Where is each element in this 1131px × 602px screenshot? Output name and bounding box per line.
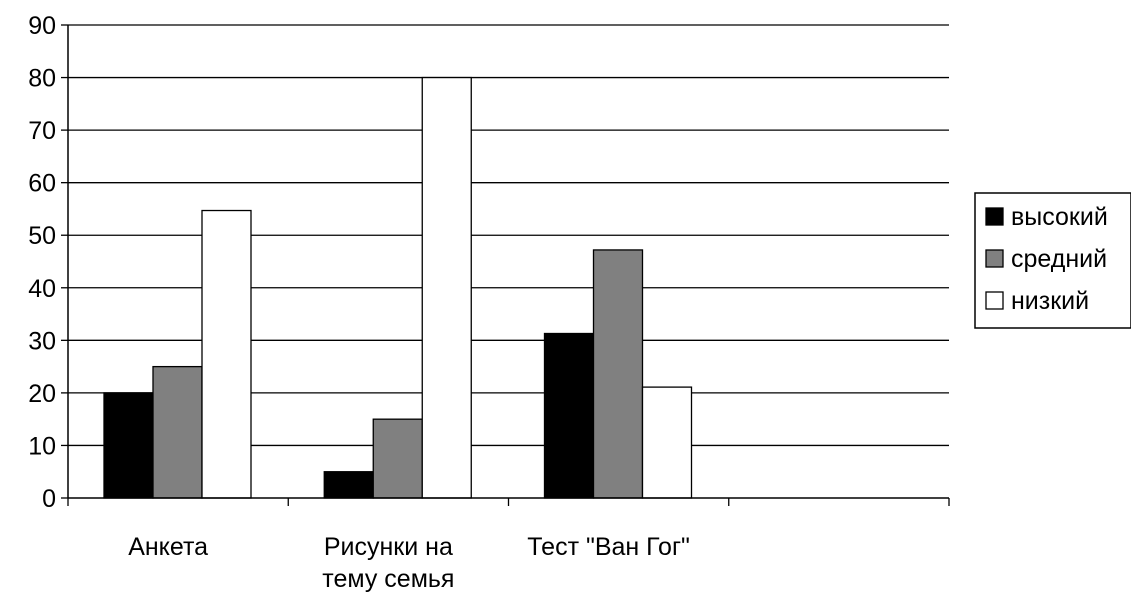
bar [421, 76, 472, 499]
bar [592, 249, 644, 499]
y-tick-label: 70 [28, 117, 56, 145]
x-tick-labels: Анкета Рисунки на тему семья Тест "Ван Гог" [128, 533, 690, 593]
x-tick-label: Тест "Ван Гог" [527, 533, 690, 561]
legend-label: средний [1011, 245, 1107, 273]
y-tick-label: 0 [42, 485, 56, 513]
legend-swatch [985, 249, 1004, 268]
legend-label: низкий [1011, 287, 1089, 315]
bar [372, 418, 423, 499]
x-tick-label: Анкета [128, 533, 208, 561]
y-tick-label: 80 [28, 65, 56, 93]
y-tick-label: 10 [28, 432, 56, 460]
legend: высокий средний низкий [974, 192, 1131, 329]
bars [103, 76, 693, 499]
y-tick-labels: 0 10 20 30 40 50 60 70 80 90 [28, 12, 56, 513]
bar [201, 209, 252, 499]
bar [323, 471, 374, 499]
y-tick-label: 40 [28, 275, 56, 303]
y-tick-label: 90 [28, 12, 56, 40]
bar [103, 392, 154, 499]
bar [152, 365, 203, 499]
axes [61, 24, 950, 506]
legend-swatch [985, 207, 1004, 226]
x-tick-label: тему семья [322, 565, 454, 593]
x-tick-label: Рисунки на [324, 533, 453, 561]
y-tick-label: 60 [28, 170, 56, 198]
legend-swatch [985, 291, 1004, 310]
y-tick-label: 20 [28, 380, 56, 408]
bar [543, 332, 595, 499]
bar [641, 386, 693, 499]
y-tick-label: 50 [28, 222, 56, 250]
legend-label: высокий [1011, 203, 1108, 231]
y-tick-label: 30 [28, 327, 56, 355]
